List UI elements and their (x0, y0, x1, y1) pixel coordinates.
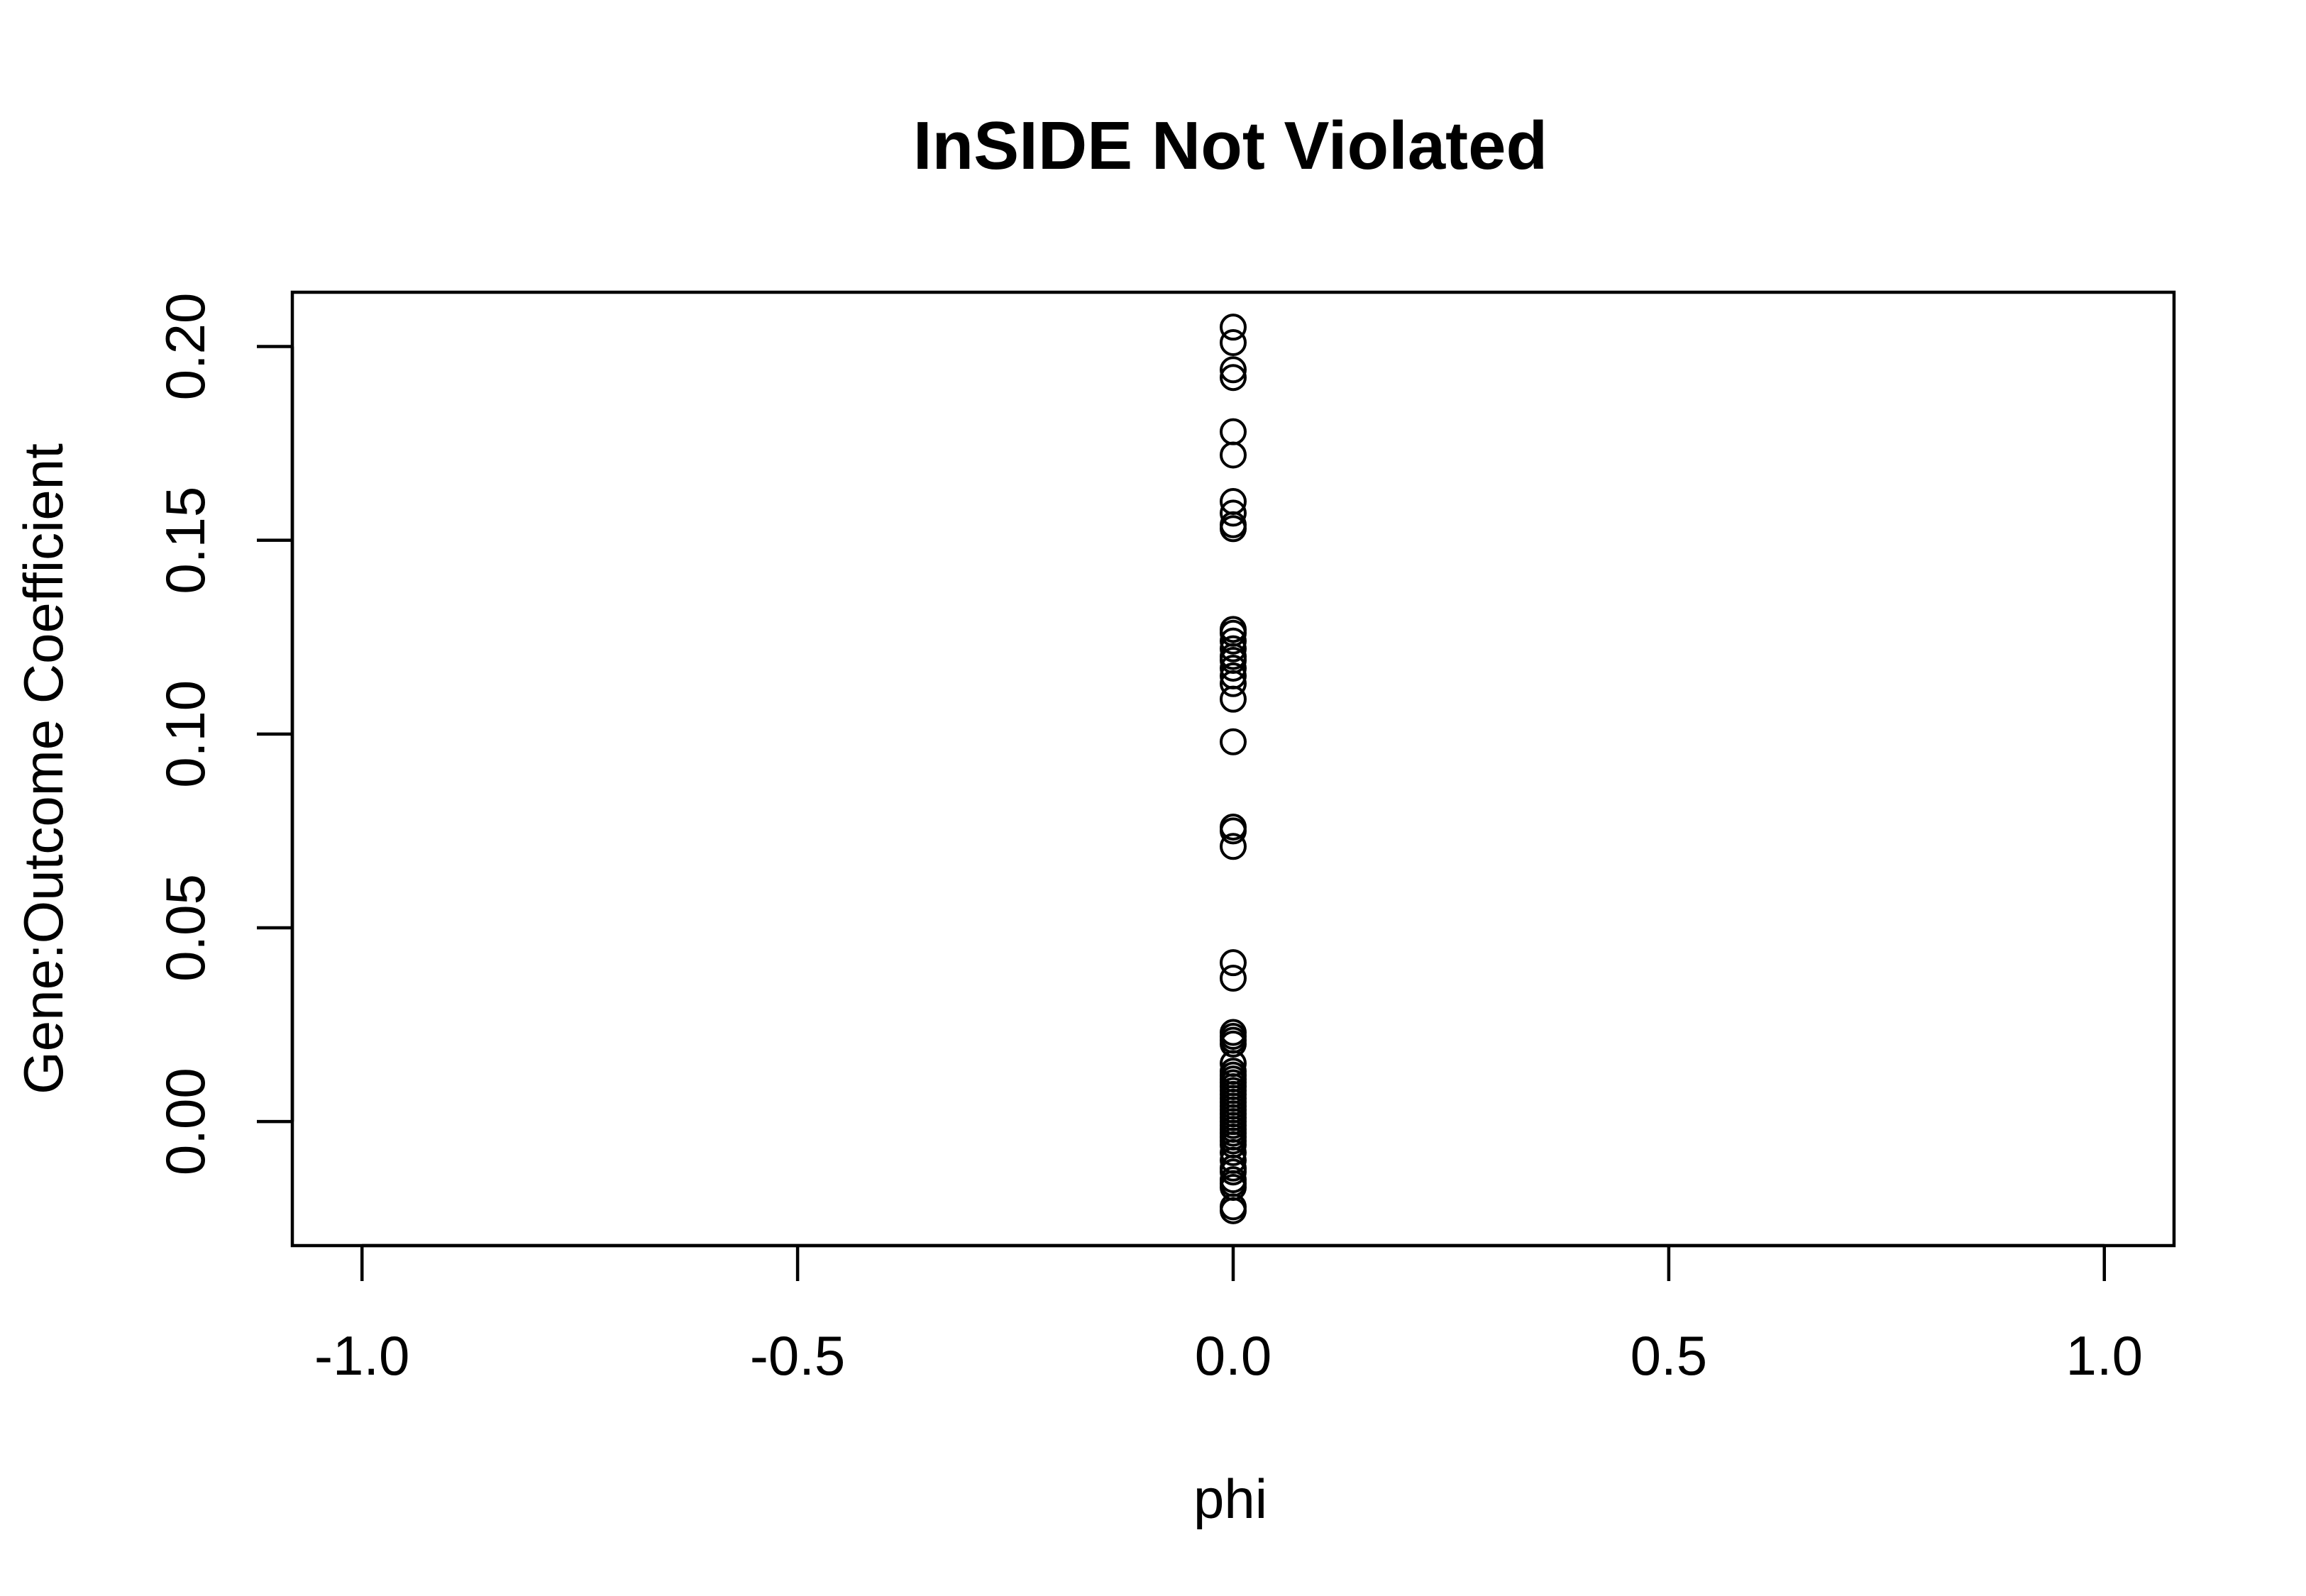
y-axis-label: Gene:Outcome Coefficient (12, 443, 75, 1095)
data-point (1220, 833, 1247, 860)
x-tick-label: -1.0 (314, 1324, 409, 1387)
data-point (1220, 817, 1247, 845)
y-axis: 0.00 0.05 0.10 0.15 0.20 (154, 293, 294, 1175)
data-point (1220, 627, 1247, 655)
data-point (1220, 685, 1247, 713)
data-point (1220, 1197, 1247, 1224)
x-tick-label: -0.5 (750, 1324, 845, 1387)
data-point (1220, 499, 1247, 527)
data-point (1220, 364, 1247, 392)
data-point (1220, 1138, 1247, 1166)
data-points (1220, 314, 1247, 1224)
chart-title: InSIDE Not Violated (913, 108, 1548, 184)
x-tick-label: 0.5 (1631, 1324, 1707, 1387)
data-point (1220, 441, 1247, 469)
data-point (1220, 949, 1247, 977)
data-point (1220, 515, 1247, 543)
x-tick-label: 1.0 (2066, 1324, 2143, 1387)
y-tick-label: 0.00 (154, 1068, 216, 1175)
x-axis-label: phi (1193, 1468, 1267, 1530)
data-point (1220, 654, 1247, 682)
data-point (1220, 314, 1247, 341)
data-point (1220, 670, 1247, 697)
data-point (1220, 418, 1247, 445)
y-tick-label: 0.20 (154, 293, 216, 401)
y-tick-label: 0.15 (154, 487, 216, 594)
data-point (1220, 1158, 1247, 1186)
data-point (1220, 965, 1247, 992)
data-point (1220, 1030, 1247, 1058)
data-point (1220, 728, 1247, 755)
x-axis: -1.0 -0.5 0.0 0.5 1.0 (314, 1243, 2143, 1387)
x-tick-label: 0.0 (1195, 1324, 1271, 1387)
y-tick-label: 0.05 (154, 874, 216, 982)
y-tick-label: 0.10 (154, 680, 216, 788)
data-point (1220, 635, 1247, 663)
data-point (1220, 329, 1247, 357)
data-point (1220, 356, 1247, 384)
